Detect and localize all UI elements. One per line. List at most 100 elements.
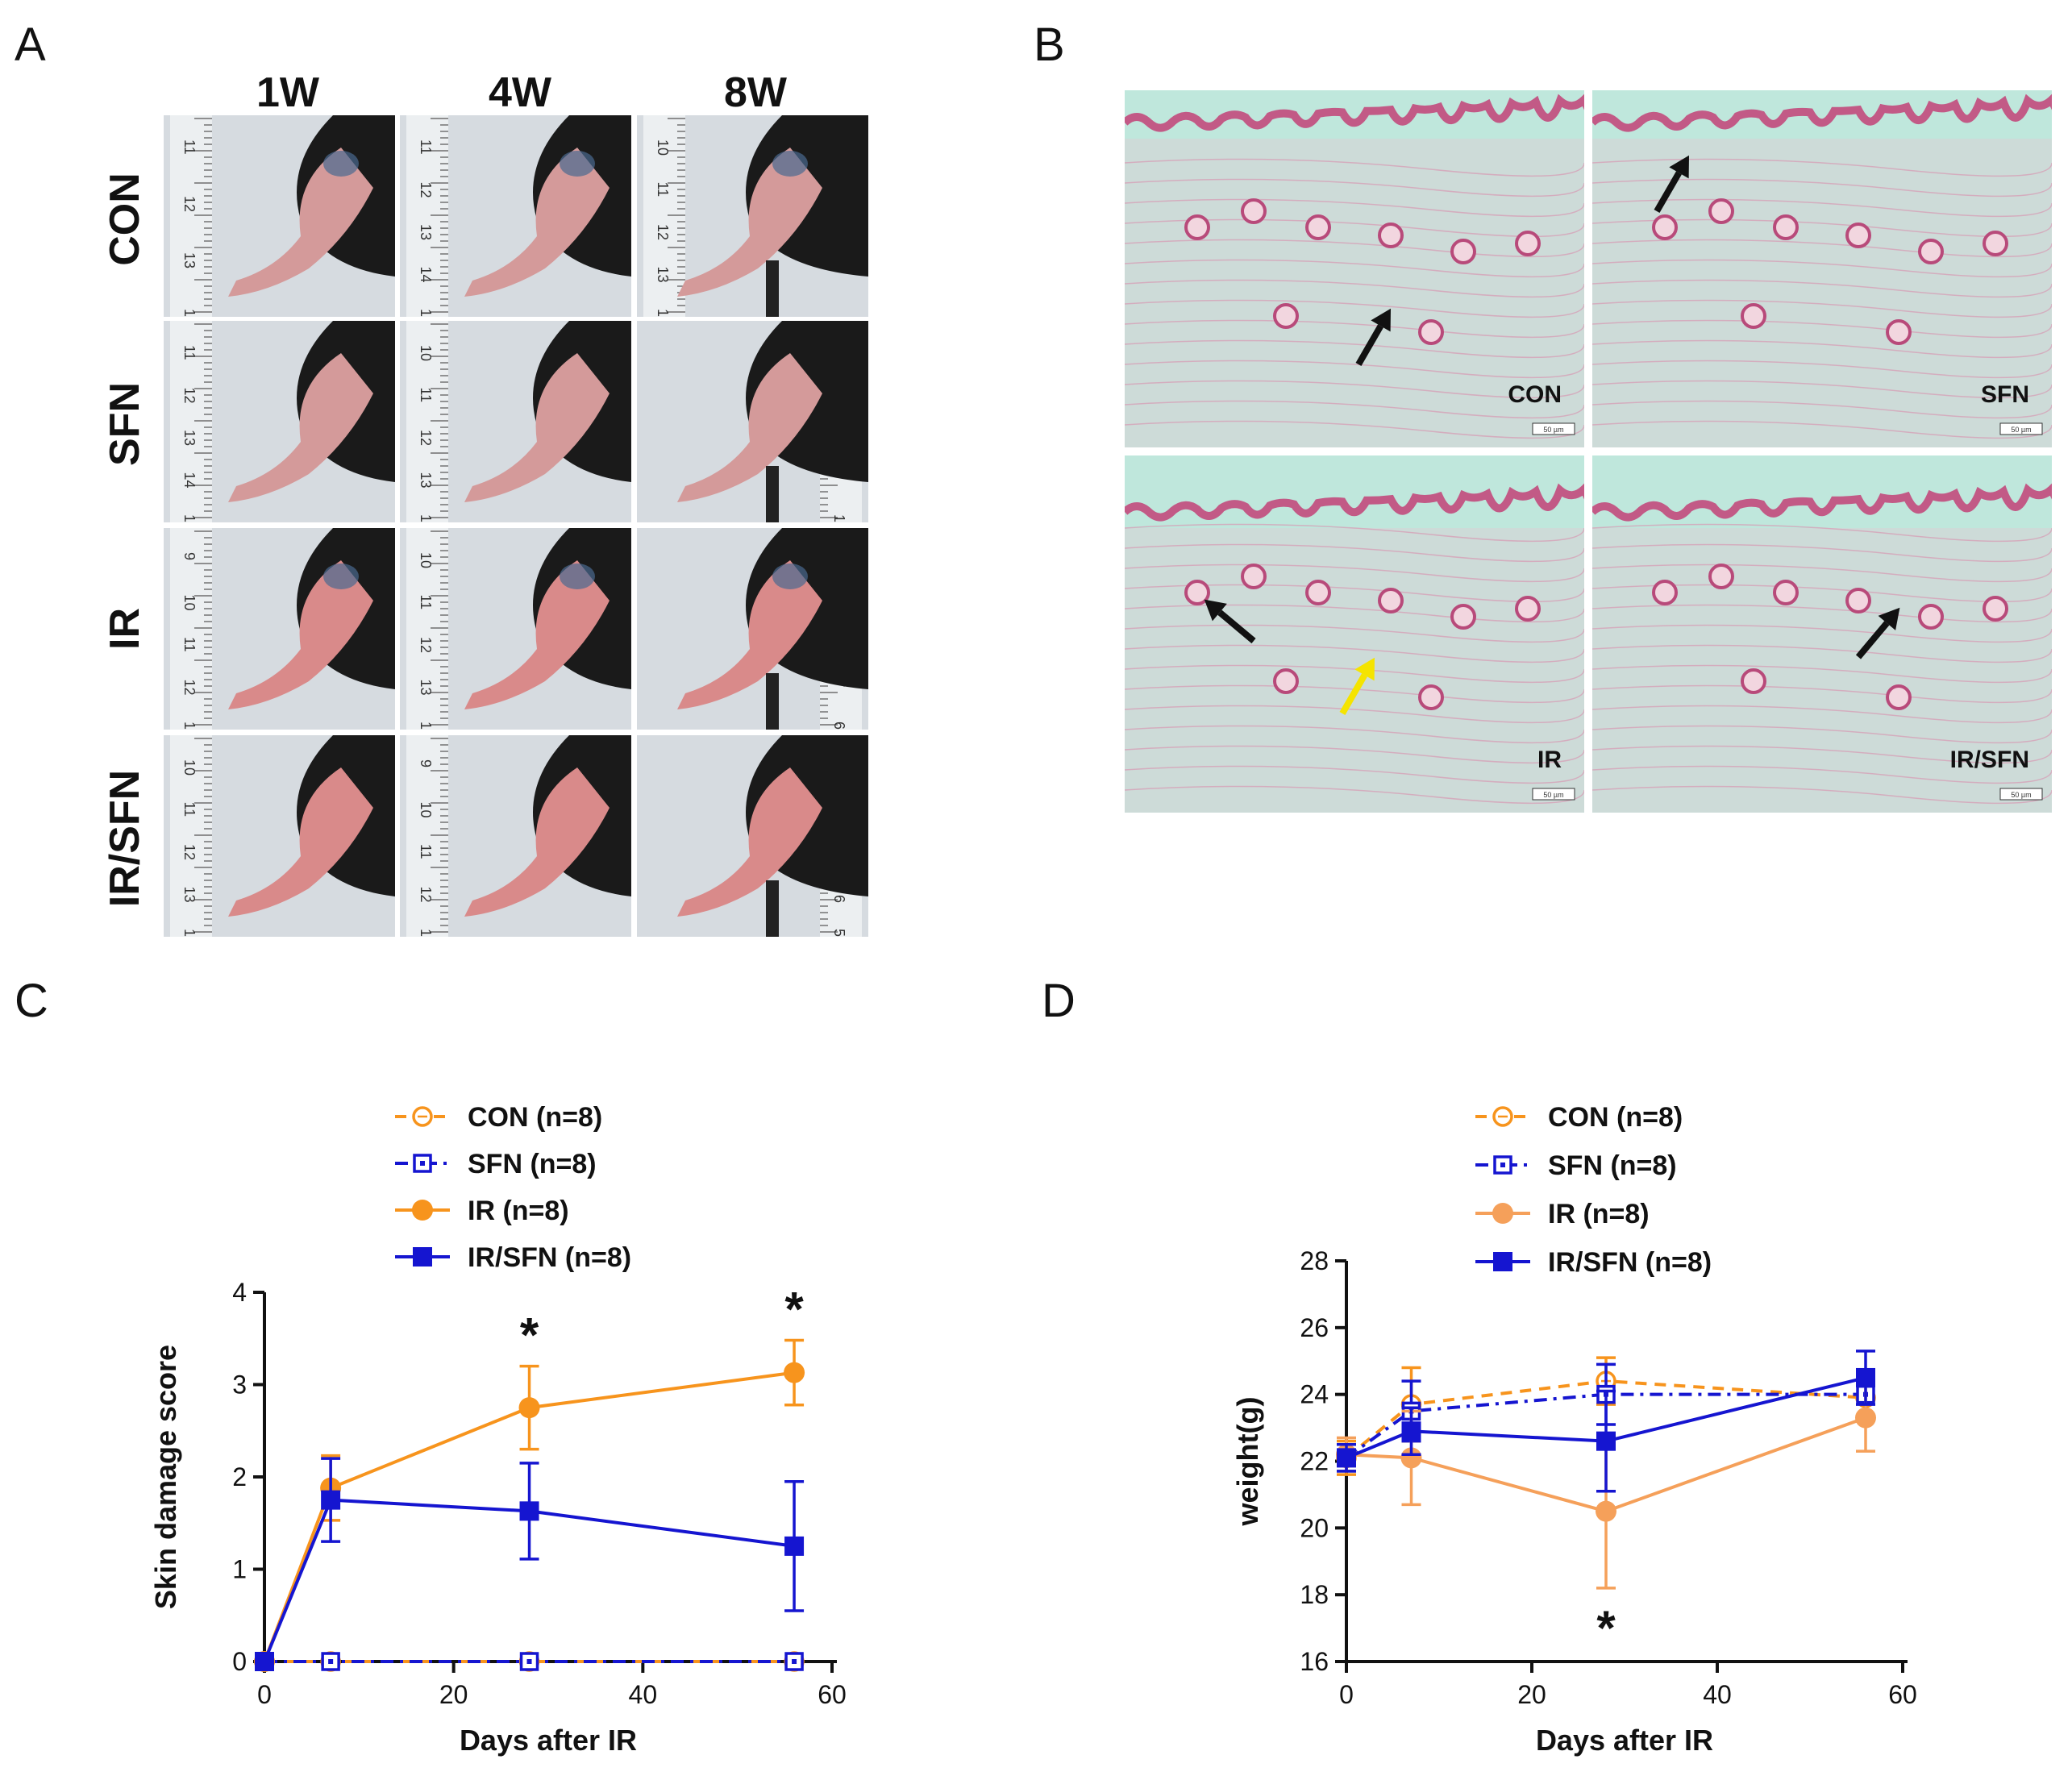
tissue-illustration: 50 µm — [1125, 94, 1584, 447]
collagen-fiber — [1125, 218, 1584, 238]
collagen-fiber — [1125, 523, 1584, 543]
ruler-number: 13 — [655, 267, 671, 283]
ruler-number: 13 — [181, 722, 198, 730]
collagen-fiber — [1125, 564, 1584, 583]
photo-illustration: 11 12 13 14 15 — [406, 115, 631, 317]
ruler-number: 11 — [181, 345, 198, 360]
ruler-number: 11 — [181, 637, 198, 652]
collagen-fiber — [1592, 420, 2052, 439]
mouse-photo: 11 12 13 14 — [164, 115, 395, 317]
ruler-number: 11 — [418, 844, 434, 859]
collagen-fiber — [1592, 218, 2052, 238]
legend-marker — [412, 1200, 433, 1221]
hair-follicle — [1305, 580, 1331, 605]
collagen-fiber — [1125, 705, 1584, 724]
hair-follicle — [1983, 596, 2008, 622]
data-point — [784, 1536, 805, 1556]
mouse-photo: 1098765 — [637, 735, 868, 937]
series-line — [263, 1498, 795, 1662]
y-tick-label: 0 — [232, 1647, 247, 1676]
ruler-number: 11 — [418, 595, 434, 610]
ruler-number: 6 — [831, 895, 847, 903]
mouse-photo: 9 10 11 12 13 — [400, 735, 631, 937]
legend-label: IR (n=8) — [1548, 1199, 1650, 1229]
mouse-leg — [464, 353, 610, 502]
y-tick-label: 16 — [1300, 1647, 1329, 1676]
hair-follicle — [1305, 214, 1331, 240]
ruler-number: 13 — [418, 472, 434, 489]
ruler-number: 14 — [418, 514, 434, 522]
scale-bar — [1532, 422, 1575, 435]
hair-follicle — [1741, 668, 1766, 694]
x-tick-label: 0 — [257, 1680, 272, 1709]
ruler-number: 12 — [181, 844, 198, 860]
collagen-fiber — [1125, 239, 1584, 258]
collagen-fiber — [1592, 319, 2052, 339]
legend-label: CON (n=8) — [468, 1102, 602, 1133]
photo-illustration: 109876 — [677, 528, 868, 730]
data-point — [1856, 1367, 1875, 1387]
ruler-number: 6 — [831, 722, 847, 730]
collagen-fiber — [1125, 420, 1584, 439]
series-line — [1345, 1379, 1866, 1459]
ruler — [170, 321, 212, 522]
mouse-tail — [766, 466, 779, 522]
y-tick-label: 22 — [1300, 1447, 1329, 1476]
collagen-fiber — [1592, 523, 2052, 543]
legend-label: IR/SFN (n=8) — [1548, 1247, 1712, 1278]
histology-label: SFN — [1981, 381, 2029, 408]
data-point — [518, 1397, 540, 1419]
column-header-1w: 1W — [256, 69, 319, 116]
collagen-fiber — [1125, 644, 1584, 663]
collagen-fiber — [1125, 745, 1584, 764]
scale-bar-label: 50 µm — [2011, 426, 2031, 434]
mouse-leg — [677, 353, 822, 502]
ink-mark — [772, 151, 808, 177]
hair-follicle — [1418, 319, 1444, 345]
ruler-number: 10 — [418, 802, 434, 818]
scale-bar — [1999, 788, 2043, 801]
ruler — [406, 528, 448, 730]
ruler-number: 13 — [418, 680, 434, 696]
data-point — [1596, 1431, 1616, 1451]
legend-label: IR/SFN (n=8) — [468, 1242, 631, 1273]
panel-label-d: D — [1042, 975, 1076, 1027]
mouse-photo: 11 12 13 14 15 — [400, 115, 631, 317]
collagen-fiber — [1592, 380, 2052, 399]
y-tick-label: 3 — [232, 1370, 247, 1400]
photo-illustration: 11 12 13 14 — [170, 115, 395, 317]
y-axis-label: weight(g) — [1231, 1397, 1264, 1527]
legend-marker-inner — [420, 1161, 425, 1166]
ruler-number: 11 — [181, 139, 198, 155]
mouse-photo: 10 11 12 13 14 — [637, 115, 868, 317]
tissue-illustration: 50 µm — [1592, 94, 2052, 447]
x-axis-label: Days after IR — [1536, 1724, 1713, 1757]
data-point — [784, 1362, 805, 1383]
mouse-leg — [677, 148, 822, 297]
tissue-illustration: 50 µm — [1592, 483, 2052, 813]
hair-follicle — [1708, 564, 1734, 589]
dermis — [1592, 528, 2052, 813]
mouse-photo: 10 11 12 13 14 — [400, 321, 631, 522]
legend-label: IR (n=8) — [468, 1196, 569, 1226]
ruler — [170, 528, 212, 730]
hair-follicle — [1708, 198, 1734, 224]
ruler — [170, 735, 212, 937]
ruler — [406, 735, 448, 937]
mouse-leg — [228, 560, 373, 709]
ruler-number: 12 — [418, 887, 434, 903]
x-tick-label: 0 — [1339, 1680, 1354, 1709]
hair-follicle — [1652, 580, 1678, 605]
ruler-number: 15 — [418, 309, 434, 317]
hair-follicle — [1773, 580, 1799, 605]
ruler-number: 12 — [181, 196, 198, 212]
collagen-fiber — [1125, 299, 1584, 318]
arrow-head — [1354, 657, 1375, 681]
mouse-leg — [228, 353, 373, 502]
series-line — [1345, 1392, 1866, 1459]
histology-label: IR — [1537, 747, 1562, 773]
collagen-fiber — [1592, 299, 2052, 318]
scale-bar-label: 50 µm — [1543, 426, 1563, 434]
chart-weight: 0 20 40 60 16 18 20 22 24 26 28 Days after IR weight… — [1231, 1102, 1917, 1757]
mouse-photo: 11 12 13 14 15 — [164, 321, 395, 522]
